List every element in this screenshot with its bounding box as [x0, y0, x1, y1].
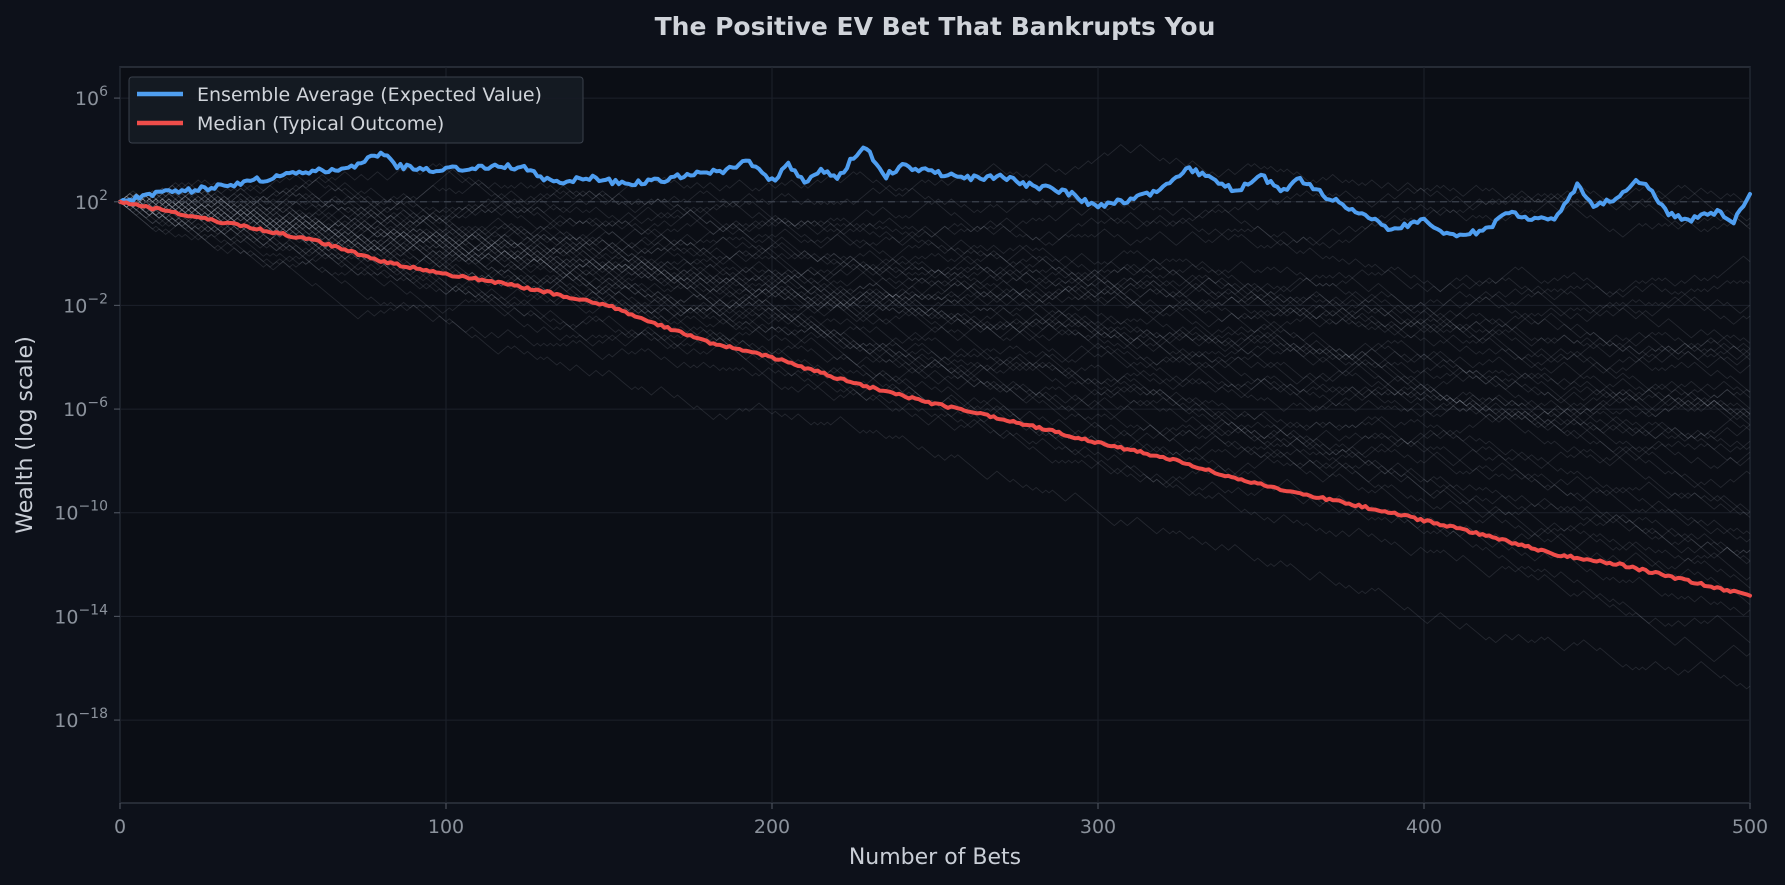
background-path: [119, 193, 1751, 361]
x-tick-label: 500: [1732, 816, 1768, 838]
background-path: [119, 187, 1751, 581]
x-axis-title: Number of Bets: [849, 845, 1021, 870]
background-path: [119, 201, 1751, 459]
x-tick-label: 0: [114, 816, 126, 838]
background-path: [119, 198, 1751, 543]
y-tick-label: 10−2: [63, 291, 108, 317]
chart-title: The Positive EV Bet That Bankrupts You: [655, 12, 1216, 41]
y-tick-label: 10−10: [54, 499, 108, 525]
background-path: [119, 193, 1751, 374]
y-tick-label: 10−18: [54, 706, 108, 732]
background-path: [119, 187, 1751, 423]
x-tick-label: 200: [754, 816, 790, 838]
background-path: [119, 193, 1751, 393]
background-path: [119, 201, 1751, 516]
background-path: [119, 198, 1751, 562]
background-path: [119, 201, 1751, 467]
background-paths: [119, 144, 1751, 690]
y-tick-label: 102: [75, 188, 108, 214]
series-lines: [118, 145, 1752, 598]
background-path: [119, 190, 1751, 249]
background-path: [119, 195, 1751, 440]
background-path: [119, 179, 1751, 418]
x-tick-label: 100: [428, 816, 464, 838]
series-line-ensemble-average: [118, 145, 1752, 239]
background-path: [119, 198, 1751, 557]
background-path: [119, 195, 1751, 450]
y-tick-label: 10−14: [54, 602, 108, 628]
background-path: [119, 201, 1751, 374]
background-path: [119, 190, 1751, 399]
background-path: [119, 201, 1751, 554]
background-path: [119, 187, 1751, 314]
series-line-median: [118, 199, 1752, 598]
background-path: [119, 198, 1751, 518]
background-path: [119, 193, 1751, 404]
background-path: [119, 182, 1751, 663]
background-path: [119, 198, 1751, 513]
background-path: [119, 195, 1751, 361]
x-tick-label: 300: [1080, 816, 1116, 838]
background-path: [119, 198, 1751, 437]
background-path: [119, 198, 1751, 298]
background-path: [119, 173, 1751, 249]
background-path: [119, 184, 1751, 366]
y-tick-label: 10−6: [63, 395, 108, 421]
legend-label-median: Median (Typical Outcome): [197, 113, 444, 135]
background-path: [119, 195, 1751, 570]
axes: 0 100 200 300 400 500 106 102 10−2 10−6 10−10 10−14…: [54, 84, 1768, 838]
background-path: [119, 163, 1751, 241]
background-path: [119, 187, 1751, 535]
legend-box: [128, 76, 584, 144]
background-path: [119, 198, 1751, 489]
y-axis-title: Wealth (log scale): [13, 336, 38, 534]
background-path: [119, 182, 1751, 323]
legend: Ensemble Average (Expected Value) Median…: [128, 76, 584, 144]
background-path: [119, 201, 1751, 690]
background-path: [119, 193, 1751, 415]
background-path: [119, 201, 1751, 391]
background-path: [119, 201, 1751, 423]
y-tick-label: 106: [75, 84, 108, 110]
background-path: [119, 187, 1751, 420]
x-tick-label: 400: [1406, 816, 1442, 838]
background-path: [119, 144, 1751, 233]
background-path: [119, 184, 1751, 344]
plot-area: [119, 66, 1751, 804]
legend-label-ensemble: Ensemble Average (Expected Value): [197, 84, 542, 106]
background-path: [119, 193, 1751, 415]
background-path: [119, 171, 1751, 325]
background-path: [119, 193, 1751, 469]
background-path: [119, 198, 1751, 426]
